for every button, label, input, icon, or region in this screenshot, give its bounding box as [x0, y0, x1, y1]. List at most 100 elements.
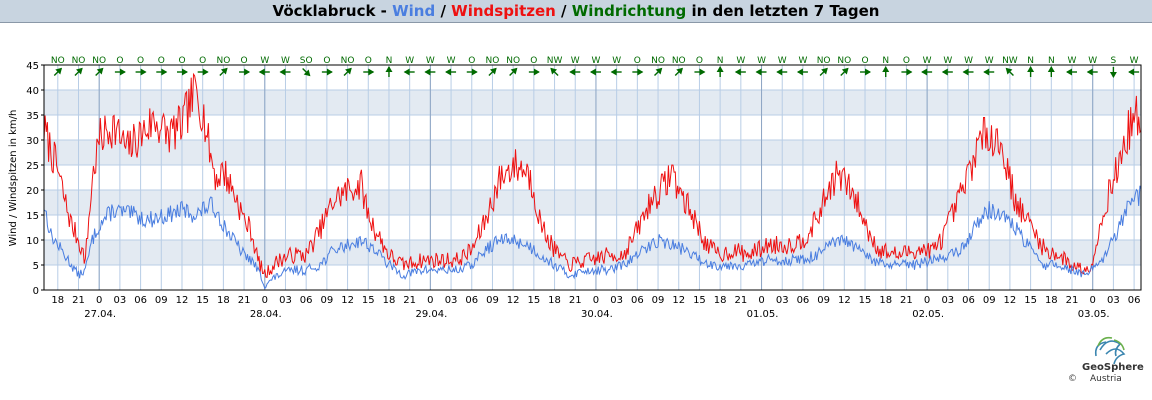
day-label: 29.04. — [415, 309, 447, 320]
direction-label: W — [260, 56, 269, 66]
arrow-head — [510, 67, 518, 75]
wind-arrow-icon — [674, 67, 683, 77]
x-tick-label: 03 — [114, 295, 127, 306]
arrow-head — [303, 69, 311, 77]
wind-arrow-icon — [74, 67, 83, 77]
direction-label: O — [861, 56, 868, 66]
x-tick-label: 15 — [527, 295, 540, 306]
wind-arrow-icon — [654, 67, 663, 77]
wind-arrow-icon — [114, 68, 126, 76]
arrow-head — [181, 68, 188, 76]
direction-label: W — [798, 56, 807, 66]
x-tick-label: 15 — [362, 295, 375, 306]
wind-arrow-icon — [796, 68, 808, 76]
wind-arrow-icon — [632, 68, 644, 76]
title-gusts: Windspitzen — [451, 2, 556, 20]
arrow-head — [821, 67, 828, 75]
arrow-head — [96, 67, 104, 75]
x-tick-label: 18 — [714, 295, 727, 306]
x-tick-label: 18 — [51, 295, 64, 306]
arrow-head — [385, 66, 393, 72]
direction-label: W — [923, 56, 932, 66]
direction-label: S — [1111, 56, 1117, 66]
y-tick-label: 10 — [26, 236, 39, 247]
title-direction: Windrichtung — [571, 2, 687, 20]
logo-subtitle: Austria — [1090, 374, 1122, 384]
day-label: 28.04. — [250, 309, 282, 320]
y-tick-label: 0 — [33, 286, 39, 297]
direction-label: O — [903, 56, 910, 66]
x-tick-label: 06 — [134, 295, 147, 306]
title-sep1: / — [435, 2, 452, 20]
x-tick-label: 18 — [383, 295, 396, 306]
arrow-head — [962, 68, 969, 76]
x-tick-label: 21 — [403, 295, 416, 306]
arrow-head — [1047, 66, 1055, 72]
wind-arrow-icon — [734, 68, 746, 76]
arrow-head — [368, 68, 375, 76]
arrow-head — [489, 67, 497, 75]
x-tick-label: 12 — [838, 295, 851, 306]
x-tick-label: 12 — [341, 295, 354, 306]
chart-series — [43, 72, 1142, 290]
direction-label: NO — [486, 56, 500, 66]
wind-arrow-icon — [550, 67, 559, 77]
band-15 — [44, 190, 1141, 215]
wind-arrow-icon — [1086, 68, 1098, 76]
y-tick-label: 45 — [26, 61, 39, 72]
arrow-head — [941, 68, 948, 76]
x-tick-label: 06 — [797, 295, 810, 306]
wind-arrow-icon — [239, 68, 251, 76]
title-prefix: Vöcklabruck - — [272, 2, 393, 20]
arrow-head — [1128, 68, 1135, 76]
direction-label: O — [199, 56, 206, 66]
x-tick-label: 15 — [693, 295, 706, 306]
arrow-head — [1066, 68, 1073, 76]
direction-label: O — [158, 56, 165, 66]
wind-arrow-icon — [941, 68, 953, 76]
wind-arrow-icon — [840, 67, 849, 77]
direction-label: NO — [341, 56, 355, 66]
arrow-head — [699, 68, 706, 76]
arrow-head — [140, 68, 147, 76]
wind-arrow-icon — [1128, 68, 1140, 76]
direction-label: O — [178, 56, 185, 66]
wind-arrow-icon — [962, 68, 974, 76]
direction-label: W — [943, 56, 952, 66]
x-tick-label: 0 — [924, 295, 930, 306]
wind-arrow-icon — [279, 68, 291, 76]
wind-arrow-icon — [363, 68, 375, 76]
arrow-head — [776, 68, 783, 76]
direction-label: NO — [817, 56, 831, 66]
arrow-head — [655, 67, 663, 75]
wind-arrow-icon — [176, 68, 188, 76]
title-wind: Wind — [392, 2, 436, 20]
direction-label: O — [634, 56, 641, 66]
arrow-head — [734, 68, 741, 76]
day-labels: 27.04. 28.04. 29.04. 30.04. 01.05. 02.05. 03.0… — [84, 309, 1109, 320]
arrow-head — [76, 67, 83, 75]
arrow-head — [258, 68, 265, 76]
direction-label: NW — [547, 56, 563, 66]
title-suffix: in den letzten 7 Tagen — [686, 2, 880, 20]
y-tick-label: 25 — [26, 161, 39, 172]
wind-arrow-icon — [860, 68, 872, 76]
wind-arrow-icon — [403, 68, 415, 76]
x-tick-label: 09 — [983, 295, 996, 306]
direction-label: W — [426, 56, 435, 66]
wind-arrow-icon — [528, 68, 540, 76]
x-tick-label: 06 — [300, 295, 313, 306]
x-tick-label: 18 — [548, 295, 561, 306]
wind-arrow-icon — [716, 66, 724, 77]
x-tick-label: 21 — [238, 295, 251, 306]
plot-frame — [43, 64, 1142, 291]
direction-label: NO — [651, 56, 665, 66]
wind-arrow-icon — [755, 68, 767, 76]
wind-arrow-icon — [302, 67, 311, 77]
direction-label: SO — [300, 56, 313, 66]
wind-arrow-icon — [1027, 66, 1035, 77]
arrow-head — [716, 66, 724, 72]
arrow-head — [119, 68, 126, 76]
x-tick-label: 18 — [879, 295, 892, 306]
